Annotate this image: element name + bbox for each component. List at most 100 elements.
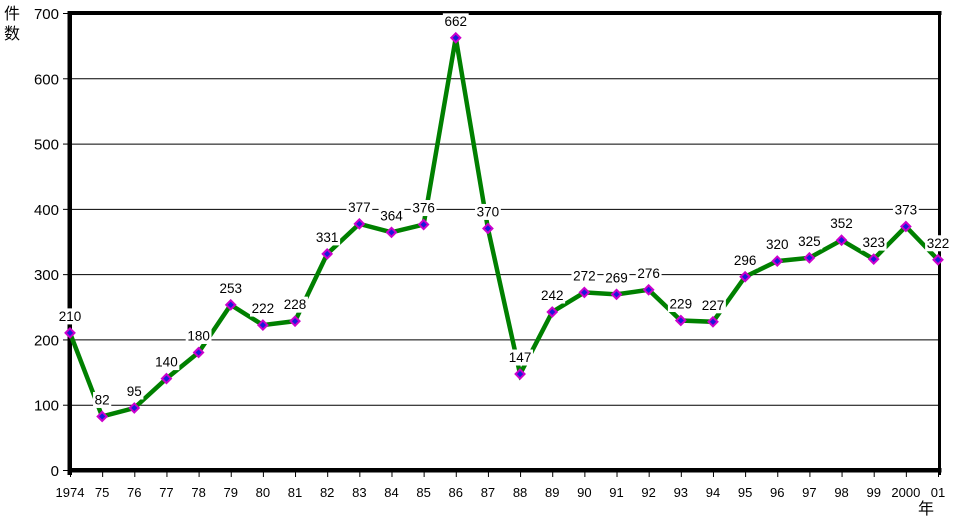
data-point-marker [160,372,173,385]
data-point-label-bg [732,252,759,269]
data-point-label: 377 [348,200,371,215]
data-point-marker [417,218,430,231]
data-point-label-bg [57,308,83,325]
x-tick-label: 77 [159,485,173,500]
data-point-label: 323 [862,235,885,250]
data-point-marker [256,319,269,331]
x-tick-label: 87 [481,485,495,500]
x-tick-label: 99 [866,485,880,500]
data-point-label-bg [892,201,919,218]
x-tick-label: 78 [191,485,205,500]
data-point-label: 376 [412,201,435,216]
data-point-label: 95 [127,384,142,399]
x-tick-label: 89 [545,485,559,500]
data-point-label-bg [93,391,112,408]
data-point-marker [610,288,623,301]
x-tick-label: 2000 [891,485,920,500]
data-point-label: 364 [380,208,403,223]
data-point-marker [353,217,366,230]
x-tick-label: 84 [384,485,398,500]
data-point-marker [64,326,76,339]
x-tick-label: 83 [352,485,366,500]
data-point-marker [449,31,462,44]
data-point-marker [385,226,398,239]
data-point-marker [707,315,719,328]
data-point-marker [514,368,526,380]
x-tick-label: 92 [641,485,655,500]
data-point-label-bg [125,383,144,400]
data-point-marker [771,255,784,268]
data-point-marker [128,402,141,414]
data-point-label: 296 [734,253,757,268]
data-point-label: 373 [895,202,918,217]
data-point-label-bg [539,287,566,304]
data-point-marker [932,253,944,266]
y-axis-line [67,11,72,475]
x-tick-label: 82 [320,485,334,500]
data-point-label: 331 [316,230,339,245]
data-point-marker [803,251,816,264]
y-tick-label: 700 [34,6,59,23]
y-tick-label: 400 [34,202,59,219]
data-point-label-bg [603,269,630,286]
x-tick-label: 98 [834,485,848,500]
x-tick-label: 86 [449,485,463,500]
data-point-label: 253 [219,281,242,296]
y-tick-label: 600 [34,71,59,88]
y-axis-title: 件数 [4,6,21,43]
data-point-label: 82 [95,392,110,407]
data-point-label-bg [282,296,308,313]
data-point-label-bg [442,13,469,30]
data-point-marker [482,222,494,235]
data-point-label: 272 [573,268,596,283]
x-tick-label: 96 [770,485,784,500]
data-point-label: 370 [477,204,500,219]
data-point-label-bg [635,265,662,282]
data-point-label: 210 [59,309,82,324]
data-point-marker [642,283,655,296]
data-point-label-bg [249,300,276,317]
x-tick-label: 75 [95,485,109,500]
x-tick-label: 93 [674,485,688,500]
x-tick-label: 95 [738,485,752,500]
data-point-label-bg [925,235,951,252]
x-tick-label: 1974 [56,485,85,500]
x-tick-label: 81 [288,485,302,500]
data-point-label: 276 [637,266,660,281]
data-point-label: 320 [766,237,789,252]
data-point-label: 222 [252,301,275,316]
y-tick-label: 0 [51,463,59,480]
x-tick-label: 76 [127,485,141,500]
x-tick-label: 88 [513,485,527,500]
data-point-label: 228 [284,297,307,312]
data-point-label-bg [764,236,791,253]
data-point-label: 352 [830,216,853,231]
data-point-label: 227 [702,298,725,313]
data-point-label-bg [571,267,598,284]
y-tick-label: 100 [34,398,59,415]
x-tick-label: 85 [416,485,430,500]
y-tick-label: 200 [34,332,59,349]
data-point-label-bg [346,199,373,216]
data-point-label: 229 [670,296,693,311]
data-point-marker [192,346,205,359]
data-point-label-bg [378,207,405,224]
data-point-label: 147 [509,350,532,365]
data-point-marker [835,234,848,247]
data-point-label: 242 [541,288,564,303]
x-tick-label: 01 [931,485,945,500]
data-point-label: 322 [927,236,950,251]
data-point-label-bg [860,234,887,251]
data-point-marker [96,410,109,423]
plot-border-top [67,11,942,15]
data-point-label-bg [700,297,726,314]
data-point-label-bg [217,280,244,297]
data-point-marker [321,247,334,260]
data-point-label-bg [507,349,533,366]
series-line [67,37,940,420]
data-point-label-bg [410,200,437,217]
data-point-label-bg [475,203,501,220]
y-tick-label: 500 [34,137,59,154]
data-point-label-bg [796,233,823,250]
